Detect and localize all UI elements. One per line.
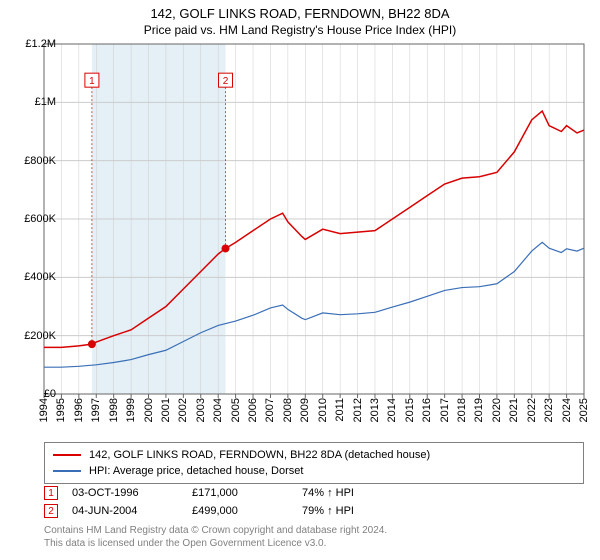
- x-tick-label: 2016: [421, 398, 433, 422]
- footer-attribution: Contains HM Land Registry data © Crown c…: [44, 524, 387, 550]
- x-tick-label: 2004: [212, 398, 224, 422]
- x-tick-label: 2011: [334, 398, 346, 422]
- x-tick-label: 2023: [543, 398, 555, 422]
- event-pct-1: 74% ↑ HPI: [302, 487, 402, 499]
- x-tick-label: 2006: [247, 398, 259, 422]
- y-tick-label: £1M: [8, 96, 56, 108]
- x-tick-label: 2012: [352, 398, 364, 422]
- chart-svg: 12: [44, 44, 584, 394]
- legend-swatch-1: [53, 470, 81, 472]
- y-tick-label: £1.2M: [8, 38, 56, 50]
- event-marker-1: 1: [44, 486, 58, 500]
- footer-line-2: This data is licensed under the Open Gov…: [44, 537, 387, 550]
- x-tick-label: 2005: [230, 398, 242, 422]
- legend-swatch-0: [53, 454, 81, 456]
- x-tick-label: 2002: [177, 398, 189, 422]
- y-tick-label: £200K: [8, 330, 56, 342]
- legend-row-series-0: 142, GOLF LINKS ROAD, FERNDOWN, BH22 8DA…: [53, 447, 575, 463]
- x-tick-label: 2024: [561, 398, 573, 422]
- x-tick-label: 2019: [473, 398, 485, 422]
- chart-container: 142, GOLF LINKS ROAD, FERNDOWN, BH22 8DA…: [0, 0, 600, 560]
- x-tick-label: 1996: [73, 398, 85, 422]
- event-row-2: 2 04-JUN-2004 £499,000 79% ↑ HPI: [44, 502, 584, 520]
- event-date-1: 03-OCT-1996: [72, 487, 192, 499]
- x-tick-label: 2025: [578, 398, 590, 422]
- x-tick-label: 1997: [90, 398, 102, 422]
- x-tick-label: 2000: [143, 398, 155, 422]
- event-row-1: 1 03-OCT-1996 £171,000 74% ↑ HPI: [44, 484, 584, 502]
- x-tick-label: 2003: [195, 398, 207, 422]
- x-tick-label: 2009: [299, 398, 311, 422]
- events-block: 1 03-OCT-1996 £171,000 74% ↑ HPI 2 04-JU…: [44, 484, 584, 520]
- x-tick-label: 2017: [439, 398, 451, 422]
- footer-line-1: Contains HM Land Registry data © Crown c…: [44, 524, 387, 537]
- legend-box: 142, GOLF LINKS ROAD, FERNDOWN, BH22 8DA…: [44, 442, 584, 484]
- y-tick-label: £800K: [8, 155, 56, 167]
- event-date-2: 04-JUN-2004: [72, 505, 192, 517]
- x-tick-label: 2007: [264, 398, 276, 422]
- legend-row-series-1: HPI: Average price, detached house, Dors…: [53, 463, 575, 479]
- chart-subtitle: Price paid vs. HM Land Registry's House …: [0, 21, 600, 41]
- svg-text:1: 1: [89, 76, 95, 87]
- x-tick-label: 2015: [404, 398, 416, 422]
- x-tick-label: 2020: [491, 398, 503, 422]
- x-tick-label: 1999: [125, 398, 137, 422]
- x-tick-label: 2013: [369, 398, 381, 422]
- x-tick-label: 1998: [108, 398, 120, 422]
- x-tick-label: 2001: [160, 398, 172, 422]
- x-tick-label: 2021: [508, 398, 520, 422]
- legend-label-0: 142, GOLF LINKS ROAD, FERNDOWN, BH22 8DA…: [89, 449, 430, 461]
- chart-plot-area: 12: [44, 44, 584, 394]
- x-tick-label: 2010: [317, 398, 329, 422]
- x-tick-label: 2014: [386, 398, 398, 422]
- svg-text:2: 2: [223, 76, 229, 87]
- y-tick-label: £600K: [8, 213, 56, 225]
- x-tick-label: 2022: [526, 398, 538, 422]
- x-tick-label: 2018: [456, 398, 468, 422]
- x-tick-label: 1995: [55, 398, 67, 422]
- x-tick-label: 2008: [282, 398, 294, 422]
- chart-title: 142, GOLF LINKS ROAD, FERNDOWN, BH22 8DA: [0, 0, 600, 21]
- event-price-2: £499,000: [192, 505, 302, 517]
- legend-label-1: HPI: Average price, detached house, Dors…: [89, 465, 303, 477]
- event-pct-2: 79% ↑ HPI: [302, 505, 402, 517]
- event-marker-2: 2: [44, 504, 58, 518]
- x-tick-label: 1994: [38, 398, 50, 422]
- y-tick-label: £400K: [8, 271, 56, 283]
- event-price-1: £171,000: [192, 487, 302, 499]
